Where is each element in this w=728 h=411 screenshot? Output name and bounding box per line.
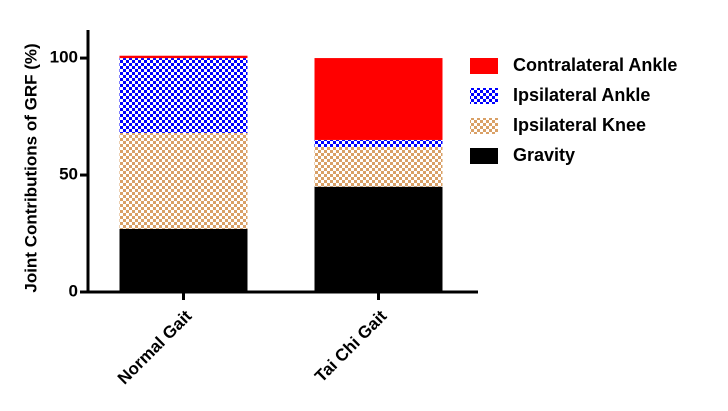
legend-label: Ipsilateral Knee: [513, 115, 646, 135]
x-tick-label: Normal Gait: [114, 306, 196, 388]
bar-segment: [314, 58, 443, 140]
legend-swatch: [470, 58, 498, 74]
y-tick-label: 100: [50, 48, 78, 67]
bar-segment: [119, 228, 248, 292]
legend-swatch: [470, 148, 498, 164]
x-tick-label: Tai Chi Gait: [311, 306, 391, 386]
bar-segment: [314, 146, 443, 187]
bar-segment: [119, 55, 248, 59]
bar-segment: [119, 58, 248, 133]
y-tick-label: 50: [59, 165, 78, 184]
y-axis-title: Joint Contributions of GRF (%): [21, 43, 40, 292]
legend-label: Contralateral Ankle: [513, 55, 677, 75]
y-tick-label: 0: [69, 281, 78, 300]
bar-segment: [119, 132, 248, 229]
legend-swatch: [470, 118, 498, 134]
bar-segment: [314, 139, 443, 147]
legend-label: Gravity: [513, 145, 575, 165]
legend-label: Ipsilateral Ankle: [513, 85, 650, 105]
legend-swatch: [470, 88, 498, 104]
bar-segment: [314, 186, 443, 292]
